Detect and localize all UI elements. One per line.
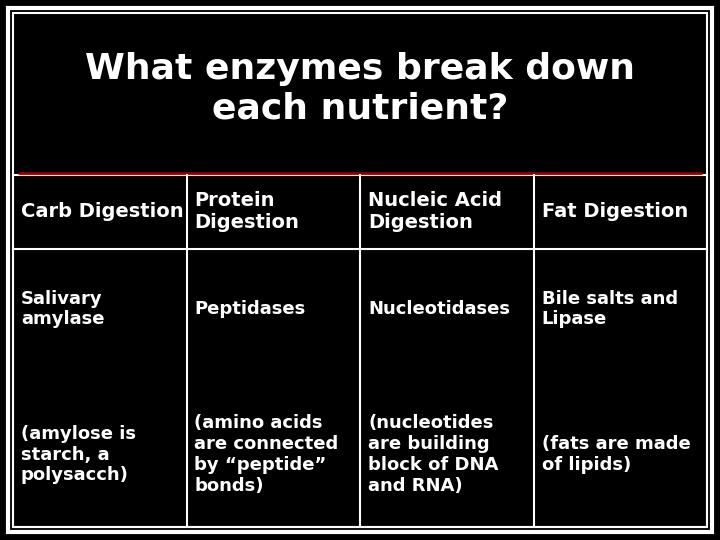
Text: (fats are made
of lipids): (fats are made of lipids) — [541, 435, 690, 474]
Text: Salivary
amylase: Salivary amylase — [21, 289, 104, 328]
Text: Nucleic Acid
Digestion: Nucleic Acid Digestion — [368, 191, 502, 232]
Text: What enzymes break down
each nutrient?: What enzymes break down each nutrient? — [85, 52, 635, 126]
Text: Nucleotidases: Nucleotidases — [368, 300, 510, 318]
Bar — [13, 175, 707, 527]
Text: (amino acids
are connected
by “peptide”
bonds): (amino acids are connected by “peptide” … — [194, 415, 338, 495]
Text: (nucleotides
are building
block of DNA
and RNA): (nucleotides are building block of DNA a… — [368, 415, 498, 495]
Text: (amylose is
starch, a
polysacch): (amylose is starch, a polysacch) — [21, 425, 136, 484]
Text: Protein
Digestion: Protein Digestion — [194, 191, 300, 232]
Text: Peptidases: Peptidases — [194, 300, 306, 318]
Text: Fat Digestion: Fat Digestion — [541, 202, 688, 221]
Text: Carb Digestion: Carb Digestion — [21, 202, 184, 221]
Text: Bile salts and
Lipase: Bile salts and Lipase — [541, 289, 678, 328]
